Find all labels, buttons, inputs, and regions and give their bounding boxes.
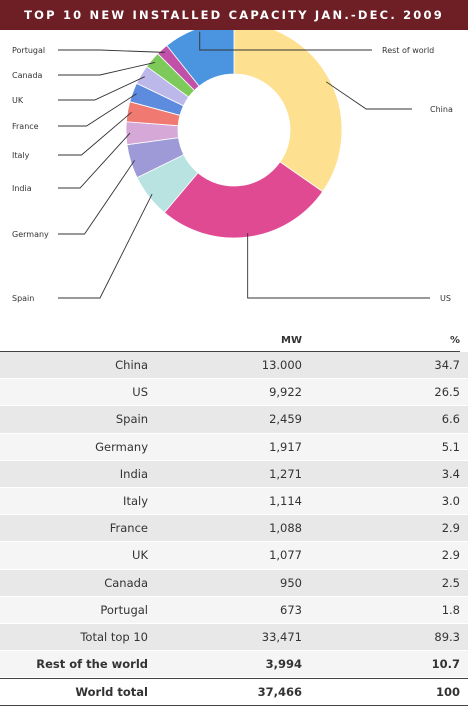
row-mw: 1,077 [269, 548, 302, 563]
row-pct: 100 [435, 685, 460, 700]
row-mw: 1,917 [269, 439, 302, 454]
pie-slice-rest-of-world [166, 30, 235, 87]
capacity-table: MW % China 13.000 34.7 US 9,922 26.5 Spain 2,45… [0, 333, 468, 706]
row-mw: 13.000 [261, 358, 302, 372]
pie-slice-china [233, 30, 343, 193]
row-mw: 3,994 [265, 657, 302, 672]
row-pct: 2.5 [441, 575, 460, 590]
chart-title: TOP 10 NEW INSTALLED CAPACITY JAN.-DEC. … [24, 8, 444, 22]
slice-label: Portugal [12, 46, 45, 55]
row-name: Germany [95, 439, 148, 454]
table-row: Spain 2,459 6.6 [0, 406, 468, 434]
row-name: US [132, 385, 148, 400]
donut-chart: China US Spain Germany India Italy France UK Can… [12, 30, 453, 303]
row-name: World total [75, 685, 148, 700]
slice-label: China [430, 105, 453, 114]
table-row-world-total: World total 37,466 100 [0, 678, 468, 706]
leader-line [325, 81, 412, 110]
leader-line [58, 49, 165, 53]
table-row: France 1,088 2.9 [0, 515, 468, 543]
table-row: Rest of the world 3,994 10.7 [0, 651, 468, 679]
leader-line [58, 93, 137, 127]
leader-line [58, 111, 132, 156]
row-mw: 1,088 [269, 521, 302, 536]
slice-label: Italy [12, 151, 30, 160]
slice-label: Germany [12, 230, 49, 239]
table-row: India 1,271 3.4 [0, 460, 468, 488]
row-name: Total top 10 [80, 629, 148, 644]
row-name: Portugal [100, 602, 148, 617]
row-mw: 1,271 [269, 466, 302, 481]
row-name: Rest of the world [36, 657, 148, 672]
row-mw: 2,459 [269, 412, 302, 427]
row-pct: 26.5 [434, 385, 460, 400]
row-mw: 9,922 [269, 385, 302, 400]
table-row: Italy 1,114 3.0 [0, 487, 468, 516]
slice-label: France [12, 122, 39, 131]
leader-line [58, 132, 131, 189]
row-pct: 1.8 [441, 602, 460, 617]
row-name: Italy [123, 493, 148, 508]
slice-label: UK [12, 96, 24, 105]
table-header: MW % [0, 333, 468, 351]
table-row: Germany 1,917 5.1 [0, 433, 468, 461]
chart-title-bar: TOP 10 NEW INSTALLED CAPACITY JAN.-DEC. … [0, 0, 468, 30]
leader-line [58, 61, 156, 76]
row-pct: 3.4 [441, 466, 460, 481]
leader-line [58, 160, 135, 235]
row-pct: 5.1 [441, 439, 460, 454]
pie-slice-us [163, 161, 324, 239]
row-name: France [109, 521, 148, 536]
header-divider [0, 351, 460, 352]
row-pct: 2.9 [441, 521, 460, 536]
row-name: UK [132, 548, 148, 563]
slice-label: Rest of world [382, 46, 434, 55]
leader-line [199, 31, 372, 51]
slice-label: India [12, 184, 32, 193]
row-pct: 3.0 [441, 493, 460, 508]
row-name: China [115, 358, 148, 372]
col-header-pct: % [449, 335, 460, 346]
leader-line [58, 76, 145, 101]
row-pct: 10.7 [431, 657, 460, 672]
row-name: Canada [104, 575, 148, 590]
table-row: Portugal 673 1.8 [0, 596, 468, 624]
slice-label: Spain [12, 294, 34, 303]
row-pct: 89.3 [434, 629, 460, 644]
row-pct: 34.7 [434, 358, 460, 372]
row-pct: 2.9 [441, 548, 460, 563]
leader-line [247, 233, 430, 299]
row-name: Spain [115, 412, 148, 427]
row-mw: 950 [280, 575, 302, 590]
slice-label: Canada [12, 71, 43, 80]
table-row: Total top 10 33,471 89.3 [0, 623, 468, 652]
table-row: UK 1,077 2.9 [0, 542, 468, 570]
leader-line [58, 193, 153, 299]
row-name: India [119, 466, 148, 481]
col-header-mw: MW [281, 335, 302, 346]
table-body: China 13.000 34.7 US 9,922 26.5 Spain 2,459 6.6 G… [0, 352, 468, 679]
row-pct: 6.6 [441, 412, 460, 427]
table-row: Canada 950 2.5 [0, 569, 468, 597]
slice-label: US [440, 294, 451, 303]
row-mw: 33,471 [261, 629, 302, 644]
table-row: US 9,922 26.5 [0, 379, 468, 407]
row-mw: 37,466 [257, 685, 302, 700]
table-row: China 13.000 34.7 [0, 352, 468, 380]
row-mw: 673 [280, 602, 302, 617]
row-mw: 1,114 [269, 493, 302, 508]
